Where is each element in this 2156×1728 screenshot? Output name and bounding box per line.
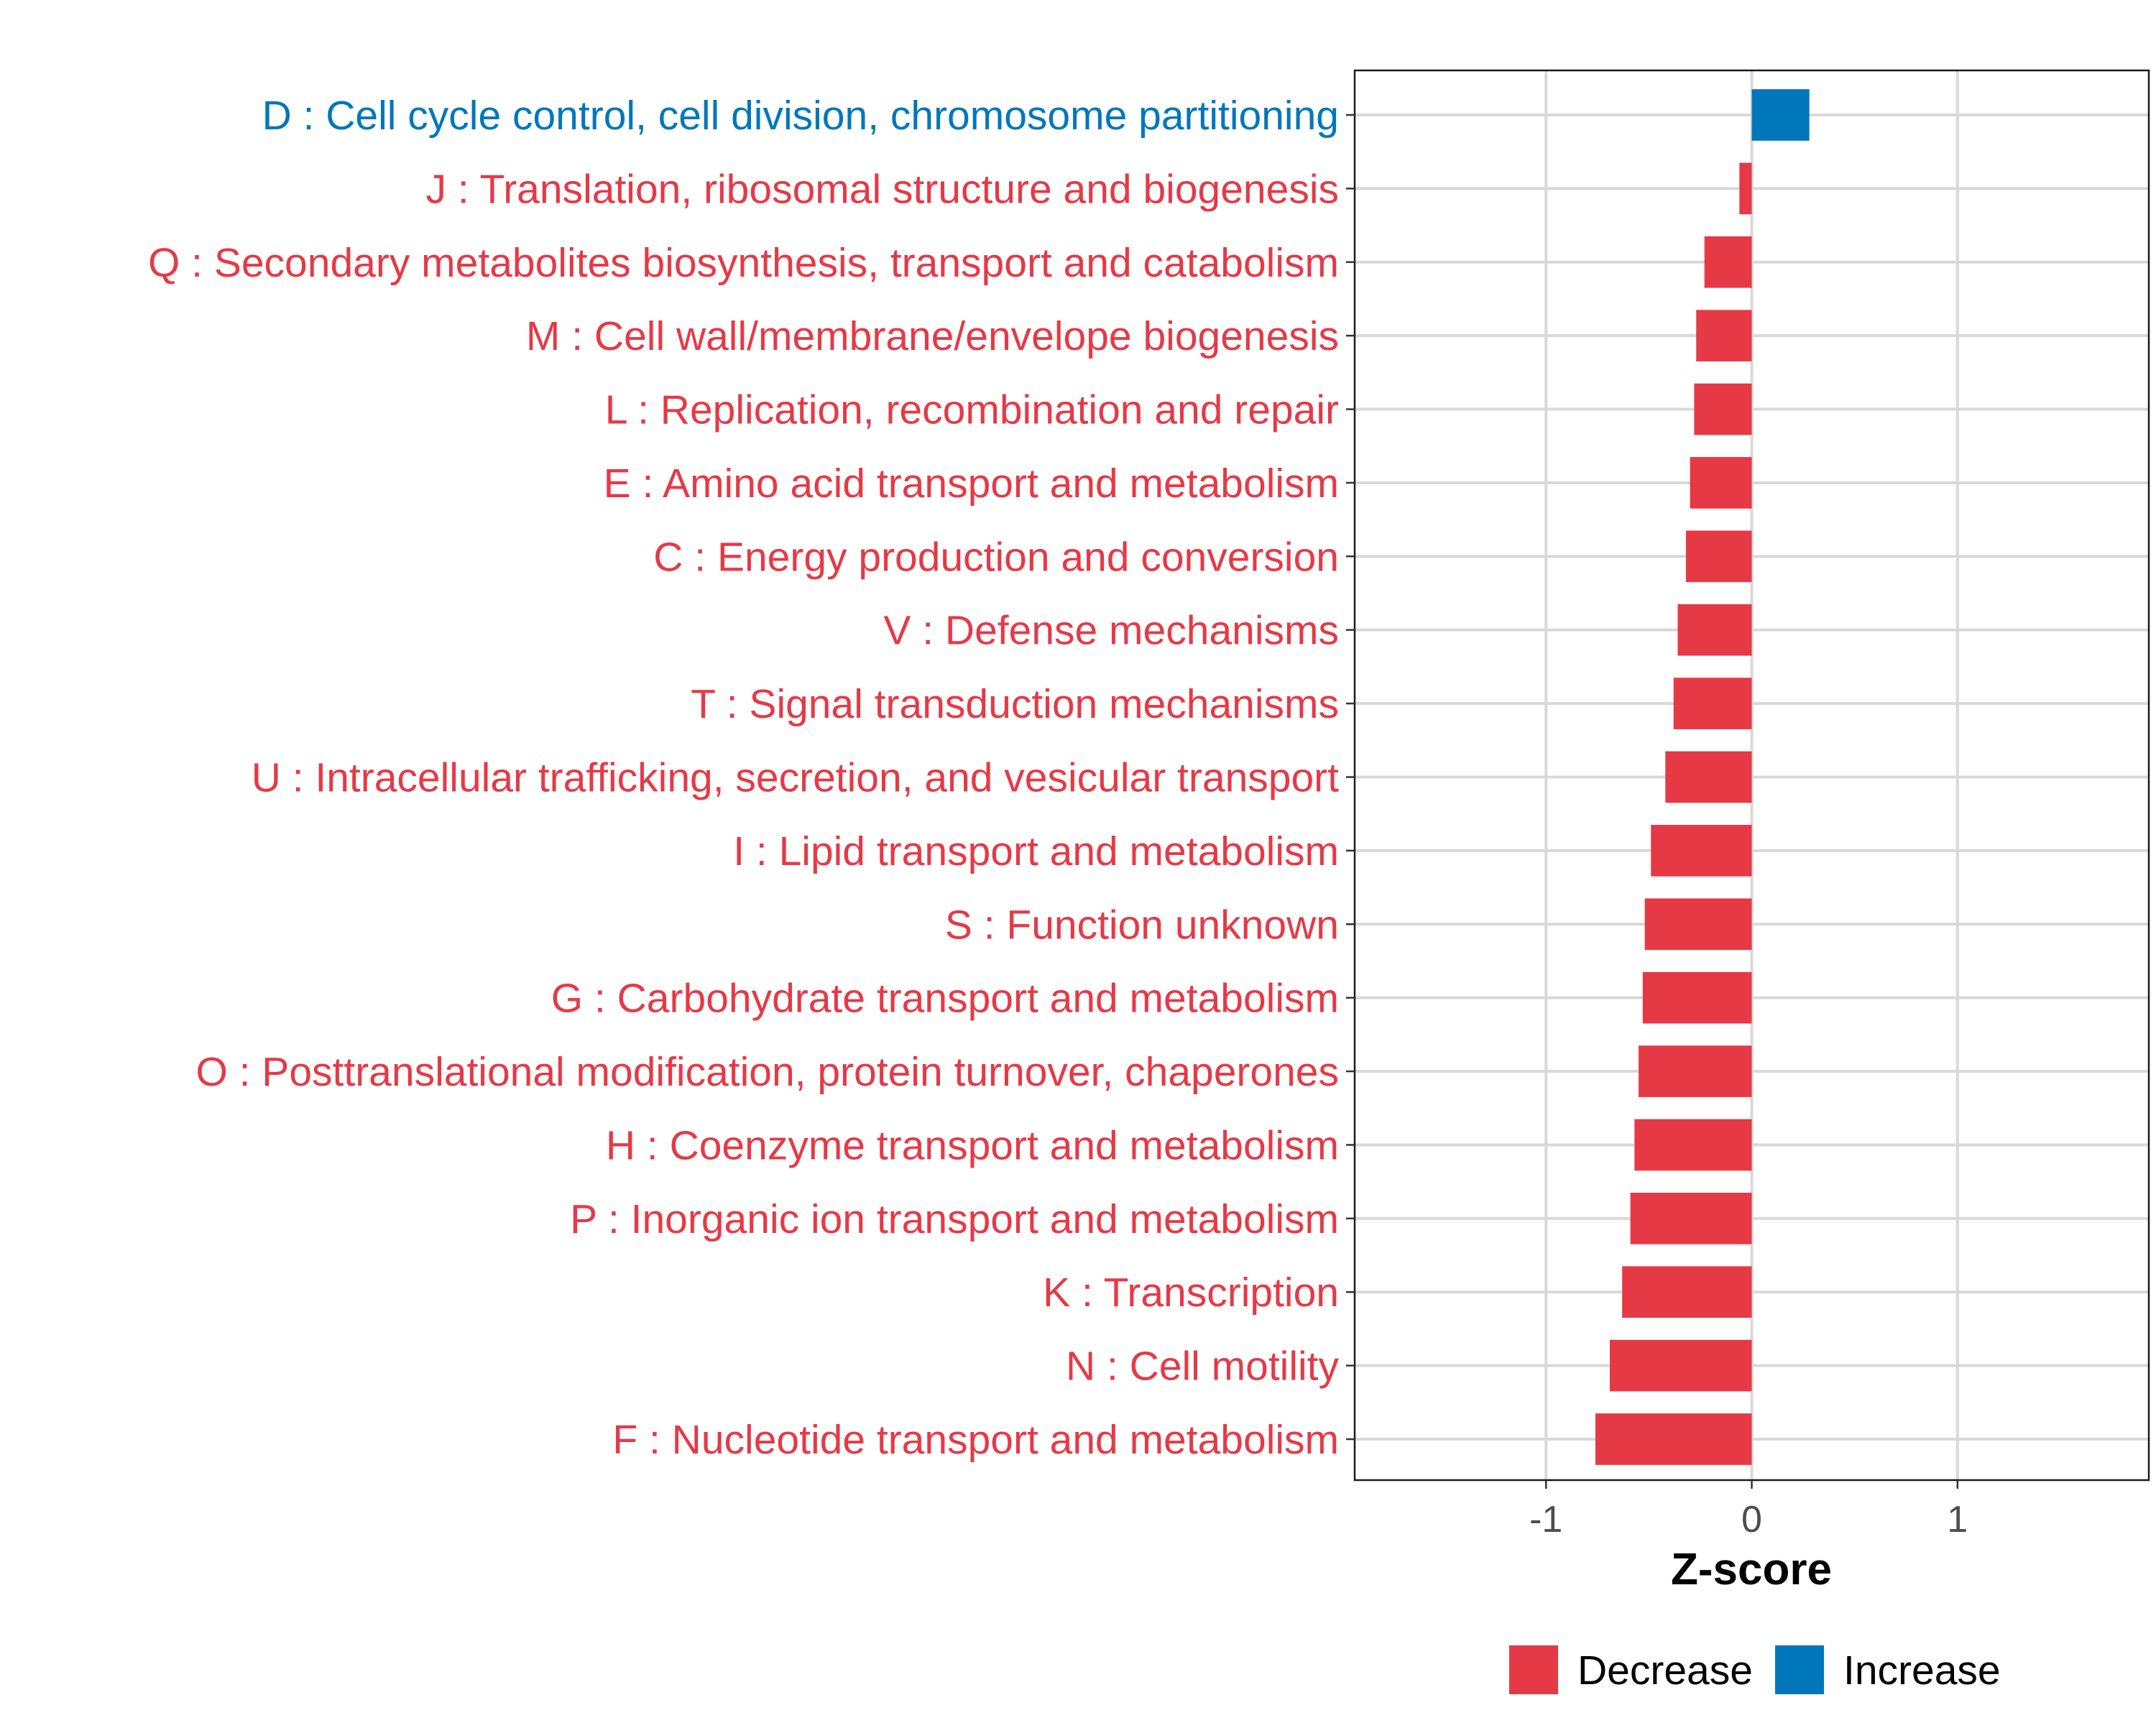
bar-1 (1739, 162, 1752, 215)
y-axis-label-8: T : Signal transduction mechanisms (691, 681, 1339, 727)
y-axis-label-18: F : Nucleotide transport and metabolism (612, 1417, 1339, 1463)
bars (1595, 89, 1810, 1465)
y-axis-label-11: S : Function unknown (945, 902, 1339, 948)
y-axis-label-6: C : Energy production and conversion (653, 534, 1339, 580)
x-axis-title: Z-score (1671, 1545, 1832, 1594)
bar-6 (1685, 530, 1752, 583)
legend: Decrease Increase (1509, 1645, 2001, 1694)
y-axis-label-12: G : Carbohydrate transport and metabolis… (551, 976, 1339, 1022)
bar-3 (1696, 310, 1752, 362)
bar-4 (1694, 383, 1752, 435)
y-axis-label-2: Q : Secondary metabolites biosynthesis, … (148, 240, 1339, 286)
legend-label-decrease: Decrease (1577, 1648, 1753, 1694)
bar-12 (1642, 971, 1752, 1024)
bar-2 (1704, 236, 1752, 288)
y-axis-label-9: U : Intracellular trafficking, secretion… (252, 755, 1339, 801)
y-axis-ticks (1346, 114, 1355, 1441)
bar-18 (1595, 1413, 1752, 1465)
bar-8 (1673, 678, 1752, 729)
y-axis-label-14: H : Coenzyme transport and metabolism (606, 1122, 1339, 1168)
bar-5 (1690, 457, 1752, 509)
legend-swatch-decrease (1509, 1645, 1558, 1694)
bar-0 (1751, 89, 1810, 141)
y-axis-label-0: D : Cell cycle control, cell division, c… (262, 93, 1339, 139)
bar-9 (1665, 751, 1752, 803)
y-axis-labels: D : Cell cycle control, cell division, c… (148, 93, 1340, 1463)
x-tick-label-2: 1 (1947, 1499, 1968, 1540)
y-axis-label-17: N : Cell motility (1066, 1344, 1340, 1390)
y-axis-label-1: J : Translation, ribosomal structure and… (426, 166, 1339, 212)
bar-17 (1609, 1339, 1752, 1392)
legend-swatch-increase (1775, 1645, 1824, 1694)
bar-11 (1644, 898, 1752, 951)
y-axis-label-15: P : Inorganic ion transport and metaboli… (570, 1196, 1339, 1242)
y-axis-label-16: K : Transcription (1043, 1270, 1339, 1316)
y-axis-label-4: L : Replication, recombination and repai… (605, 387, 1339, 433)
y-axis-label-3: M : Cell wall/membrane/envelope biogenes… (526, 313, 1339, 359)
bar-14 (1634, 1119, 1752, 1171)
y-axis-label-10: I : Lipid transport and metabolism (733, 828, 1339, 874)
legend-label-increase: Increase (1843, 1648, 2001, 1694)
y-axis-label-7: V : Defense mechanisms (883, 608, 1339, 654)
x-axis-ticks: -1 0 1 (1529, 1480, 1968, 1540)
y-axis-label-5: E : Amino acid transport and metabolism (604, 461, 1339, 507)
bar-13 (1639, 1045, 1752, 1097)
x-tick-label-1: 0 (1741, 1499, 1762, 1540)
bar-15 (1630, 1192, 1752, 1244)
bar-16 (1622, 1266, 1752, 1318)
x-tick-label-0: -1 (1529, 1499, 1562, 1540)
bar-10 (1651, 825, 1752, 877)
y-axis-label-13: O : Posttranslational modification, prot… (195, 1049, 1339, 1095)
bar-7 (1677, 604, 1752, 656)
